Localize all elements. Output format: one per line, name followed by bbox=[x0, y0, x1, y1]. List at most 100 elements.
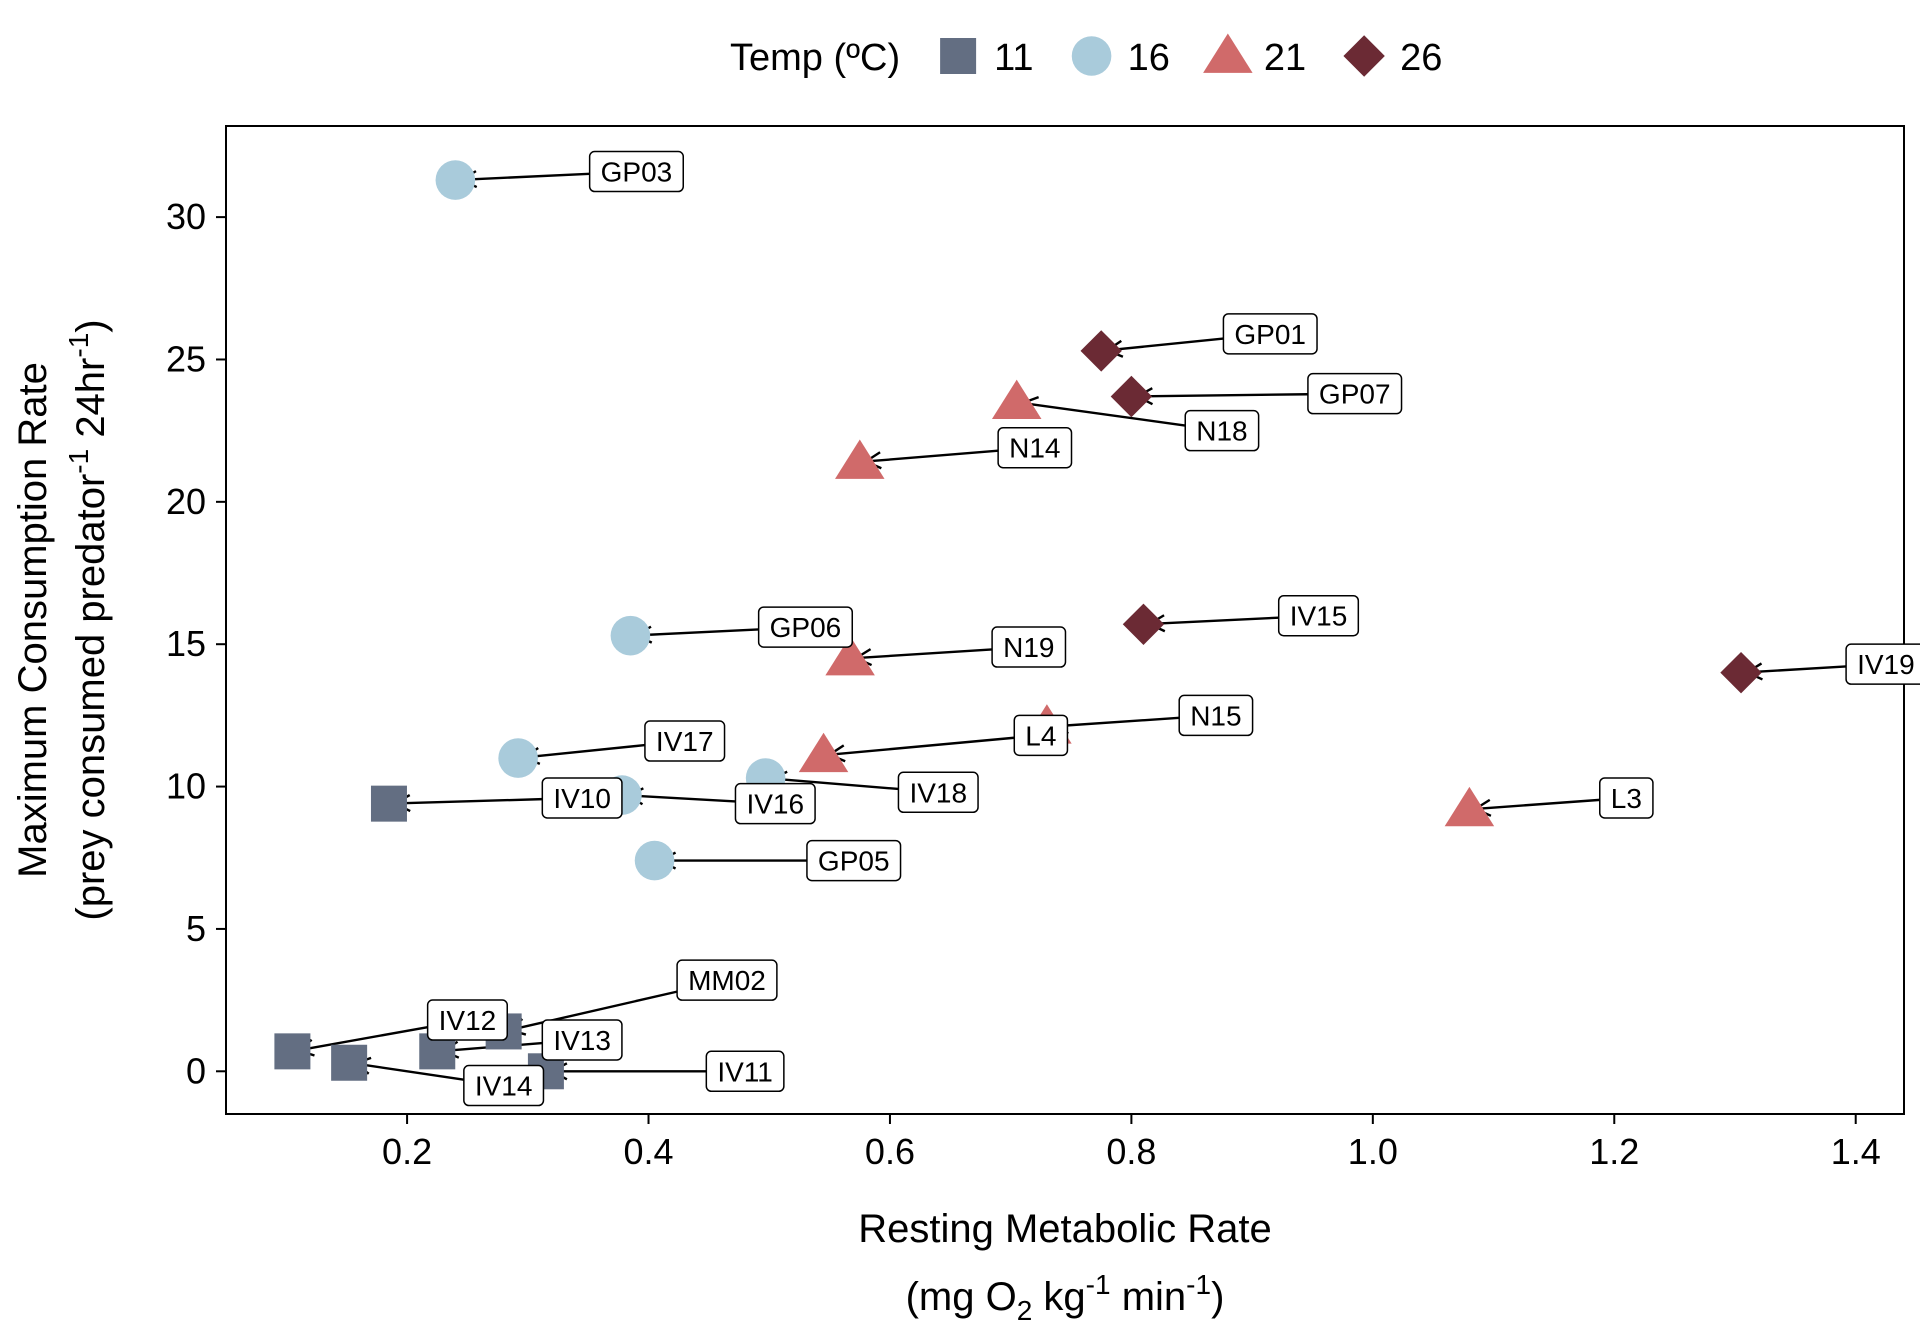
x-tick-label: 0.4 bbox=[623, 1131, 673, 1172]
data-point bbox=[370, 785, 407, 822]
point-label-box bbox=[676, 959, 778, 1001]
label-arrow-line bbox=[509, 990, 678, 1032]
y-tick-label: 10 bbox=[166, 766, 206, 807]
point-label-box bbox=[1184, 409, 1260, 452]
point-label: IV10 bbox=[541, 777, 623, 819]
data-point bbox=[331, 1044, 368, 1081]
point-label-box bbox=[1307, 372, 1403, 415]
label-arrow-line bbox=[1149, 616, 1279, 626]
point-label-box bbox=[734, 782, 816, 825]
point-label-box bbox=[541, 777, 623, 819]
point-label-text: IV17 bbox=[656, 726, 714, 757]
x-tick-label: 0.2 bbox=[382, 1131, 432, 1172]
point-label-box bbox=[588, 150, 685, 193]
data-point bbox=[498, 738, 538, 778]
point-label-text: GP01 bbox=[1234, 319, 1306, 350]
x-tick-label: 0.8 bbox=[1106, 1131, 1156, 1172]
point-label: IV17 bbox=[644, 720, 726, 762]
point-label-text: N19 bbox=[1003, 632, 1054, 663]
label-arrow-line bbox=[829, 736, 1015, 756]
point-label-text: MM02 bbox=[688, 965, 766, 996]
legend-key-diamond bbox=[1343, 35, 1385, 77]
point-label: IV15 bbox=[1277, 594, 1360, 637]
point-label-text: IV19 bbox=[1857, 649, 1915, 680]
axis-ticks: 0.2 0.4 0.6 0.8 1.0 1.2 1.4 0 5 10 15 20 25 30 bbox=[166, 196, 1881, 1172]
point-label-box bbox=[897, 771, 979, 814]
point-label-box bbox=[1222, 313, 1318, 355]
point-label-text: N18 bbox=[1196, 416, 1247, 447]
point-label-text: IV10 bbox=[553, 783, 611, 814]
point-label: IV16 bbox=[734, 782, 816, 825]
point-label-text: L3 bbox=[1611, 783, 1642, 814]
point-label-text: GP03 bbox=[601, 157, 673, 188]
legend-label: 11 bbox=[994, 37, 1033, 79]
point-label-text: GP05 bbox=[818, 846, 890, 877]
label-arrow-line bbox=[354, 1062, 465, 1081]
legend-title: Temp (ºC) bbox=[730, 37, 900, 79]
point-label-box bbox=[1013, 714, 1069, 757]
data-point bbox=[634, 840, 675, 881]
point-label-box bbox=[705, 1050, 785, 1093]
point-label-text: GP06 bbox=[770, 612, 842, 643]
x-tick-label: 1.0 bbox=[1348, 1131, 1398, 1172]
label-arrow-line bbox=[298, 1025, 428, 1052]
label-arrow-line bbox=[1022, 401, 1186, 427]
label-arrow-line bbox=[394, 797, 543, 805]
point-label-box bbox=[644, 720, 726, 762]
data-point bbox=[991, 379, 1042, 420]
label-arrow-line bbox=[865, 449, 999, 463]
label-arrow-line bbox=[523, 743, 646, 759]
x-tick-label: 0.6 bbox=[865, 1131, 915, 1172]
legend-label: 21 bbox=[1264, 37, 1306, 79]
point-label: IV13 bbox=[541, 1019, 623, 1061]
point-label: GP06 bbox=[757, 606, 854, 648]
y-tick-label: 15 bbox=[166, 623, 206, 664]
label-arrow-line bbox=[627, 794, 736, 803]
data-point bbox=[835, 439, 885, 479]
legend: Temp (ºC) 11 16 21 26 bbox=[730, 33, 1442, 79]
data-point bbox=[274, 1033, 311, 1070]
point-label-box bbox=[757, 606, 854, 648]
y-axis-title: Maximum Consumption Rate bbox=[11, 362, 55, 878]
legend-label: 16 bbox=[1128, 37, 1170, 79]
data-point bbox=[1444, 786, 1495, 827]
point-label-box bbox=[1277, 594, 1360, 637]
point-label: GP05 bbox=[806, 839, 902, 882]
point-label-text: N14 bbox=[1009, 433, 1060, 464]
point-label-box bbox=[806, 839, 902, 882]
y-tick-label: 0 bbox=[186, 1050, 206, 1091]
plot-panel bbox=[225, 125, 1905, 1115]
data-point bbox=[825, 635, 875, 676]
point-label-text: L4 bbox=[1025, 720, 1056, 751]
y-axis-unit: (prey consumed predator-1 24hr-1) bbox=[63, 319, 113, 920]
x-axis-title: Resting Metabolic Rate bbox=[858, 1207, 1272, 1251]
label-arrow-line bbox=[856, 648, 993, 660]
y-tick-label: 30 bbox=[166, 196, 206, 237]
point-label-text: IV18 bbox=[909, 777, 967, 808]
legend-key-square bbox=[940, 38, 977, 74]
label-arrow-line bbox=[1107, 337, 1224, 352]
y-tick-label: 25 bbox=[166, 338, 206, 379]
point-label: GP07 bbox=[1307, 372, 1403, 415]
point-label: IV12 bbox=[426, 999, 508, 1041]
label-arrow-line bbox=[1746, 665, 1847, 674]
point-label: L4 bbox=[1013, 714, 1069, 757]
point-label-text: IV14 bbox=[475, 1071, 533, 1102]
point-label: MM02 bbox=[676, 959, 778, 1001]
point-label-text: IV16 bbox=[746, 789, 804, 820]
legend-label: 26 bbox=[1400, 37, 1442, 79]
point-label-text: IV13 bbox=[553, 1025, 611, 1056]
label-arrow-line bbox=[1052, 716, 1180, 728]
data-point bbox=[610, 615, 651, 656]
x-axis-unit: (mg O2 kg-1 min-1) bbox=[906, 1269, 1225, 1326]
label-arrow-line bbox=[1475, 798, 1600, 811]
x-tick-label: 1.4 bbox=[1831, 1131, 1881, 1172]
legend-entries: 11 16 21 26 bbox=[940, 33, 1442, 79]
point-label-text: IV15 bbox=[1290, 601, 1348, 632]
point-label: GP03 bbox=[588, 150, 685, 193]
point-label: N15 bbox=[1178, 694, 1254, 737]
data-point bbox=[435, 160, 476, 200]
point-label: IV19 bbox=[1845, 643, 1920, 685]
point-label: IV18 bbox=[897, 771, 979, 814]
